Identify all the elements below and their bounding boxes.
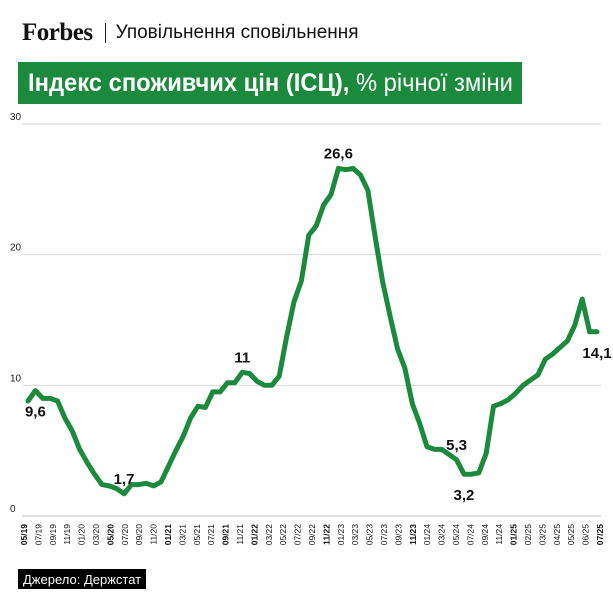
x-tick-label: 05/21: [192, 524, 202, 546]
x-tick-label: 01/22: [249, 524, 259, 546]
source-box: Джерело: Держстат: [18, 569, 147, 589]
x-tick-label: 04/25: [552, 524, 562, 546]
cpi-line-chart: 0 10 20 30 9,6 1,7 11 26,6 5,3 3,2 14,1 05/19 07/19 0…: [10, 112, 612, 546]
x-tick-label: 07/20: [120, 524, 130, 546]
x-tick-label: 09/24: [480, 524, 490, 546]
y-tick-label: 20: [10, 243, 22, 254]
header-subtitle: Уповільнення сповільнення: [115, 22, 359, 43]
header-divider: [104, 23, 106, 43]
forbes-logo: Forbes: [22, 19, 93, 46]
y-tick-label: 10: [10, 373, 22, 384]
header: Forbes Уповільнення сповільнення: [22, 18, 359, 48]
x-tick-label: 09/23: [393, 524, 403, 546]
x-tick-label: 01/20: [77, 524, 87, 546]
x-tick-label: 11/22: [321, 524, 331, 545]
source-text: Джерело: Держстат: [23, 571, 142, 587]
x-tick-label: 09/20: [134, 524, 144, 546]
x-tick-label: 07/21: [206, 524, 216, 546]
x-tick-label: 07/22: [293, 524, 303, 546]
x-tick-label: 11/19: [62, 524, 72, 545]
x-tick-label: 05/24: [451, 524, 461, 546]
x-tick-label: 09/21: [221, 524, 231, 546]
x-tick-label: 05/22: [278, 524, 288, 546]
x-tick-label: 02/25: [523, 524, 533, 546]
data-label: 11: [234, 349, 250, 366]
x-tick-label: 11/23: [408, 524, 418, 545]
x-tick-label: 07/25: [595, 524, 605, 546]
chart-title-rest: % річної зміни: [349, 68, 513, 97]
x-tick-label: 07/23: [379, 524, 389, 546]
chart-title-bar: Індекс споживчих цін (ІСЦ), % річної змі…: [18, 62, 522, 104]
chart-title-bold: Індекс споживчих цін (ІСЦ),: [28, 68, 350, 97]
data-label: 26,6: [324, 145, 353, 162]
x-tick-label: 01/23: [336, 524, 346, 546]
x-tick-label: 03/24: [437, 524, 447, 546]
x-tick-label: 03/22: [264, 524, 274, 546]
x-tick-label: 01/24: [422, 524, 432, 546]
x-tick-label: 05/23: [365, 524, 375, 546]
data-label: 14,1: [582, 345, 611, 362]
x-tick-label: 07/24: [465, 524, 475, 546]
chart-title: Індекс споживчих цін (ІСЦ), % річної змі…: [28, 69, 513, 98]
x-tick-label: 05/20: [105, 524, 115, 546]
x-tick-label: 11/21: [235, 524, 245, 545]
y-tick-label: 0: [10, 504, 16, 515]
cpi-series-line: [25, 165, 600, 497]
data-label: 9,6: [25, 404, 46, 421]
x-tick-label: 09/19: [48, 524, 58, 546]
x-tick-label: 05/19: [19, 524, 29, 546]
x-tick-label: 03/25: [537, 524, 547, 546]
y-tick-label: 30: [10, 112, 22, 123]
x-tick-label: 09/22: [307, 524, 317, 546]
data-label: 3,2: [454, 487, 475, 504]
x-tick-label: 03/23: [350, 524, 360, 546]
x-tick-label: 06/25: [581, 524, 591, 546]
data-label: 5,3: [446, 437, 467, 454]
data-label: 1,7: [114, 471, 135, 488]
x-tick-label: 01/25: [509, 524, 519, 546]
x-tick-label: 03/21: [177, 524, 187, 546]
x-tick-label: 03/20: [91, 524, 101, 546]
x-tick-label: 11/24: [494, 524, 504, 545]
x-tick-label: 11/20: [149, 524, 159, 545]
x-tick-label: 05/25: [566, 524, 576, 546]
x-tick-label: 07/19: [33, 524, 43, 546]
x-tick-label: 01/21: [163, 524, 173, 546]
